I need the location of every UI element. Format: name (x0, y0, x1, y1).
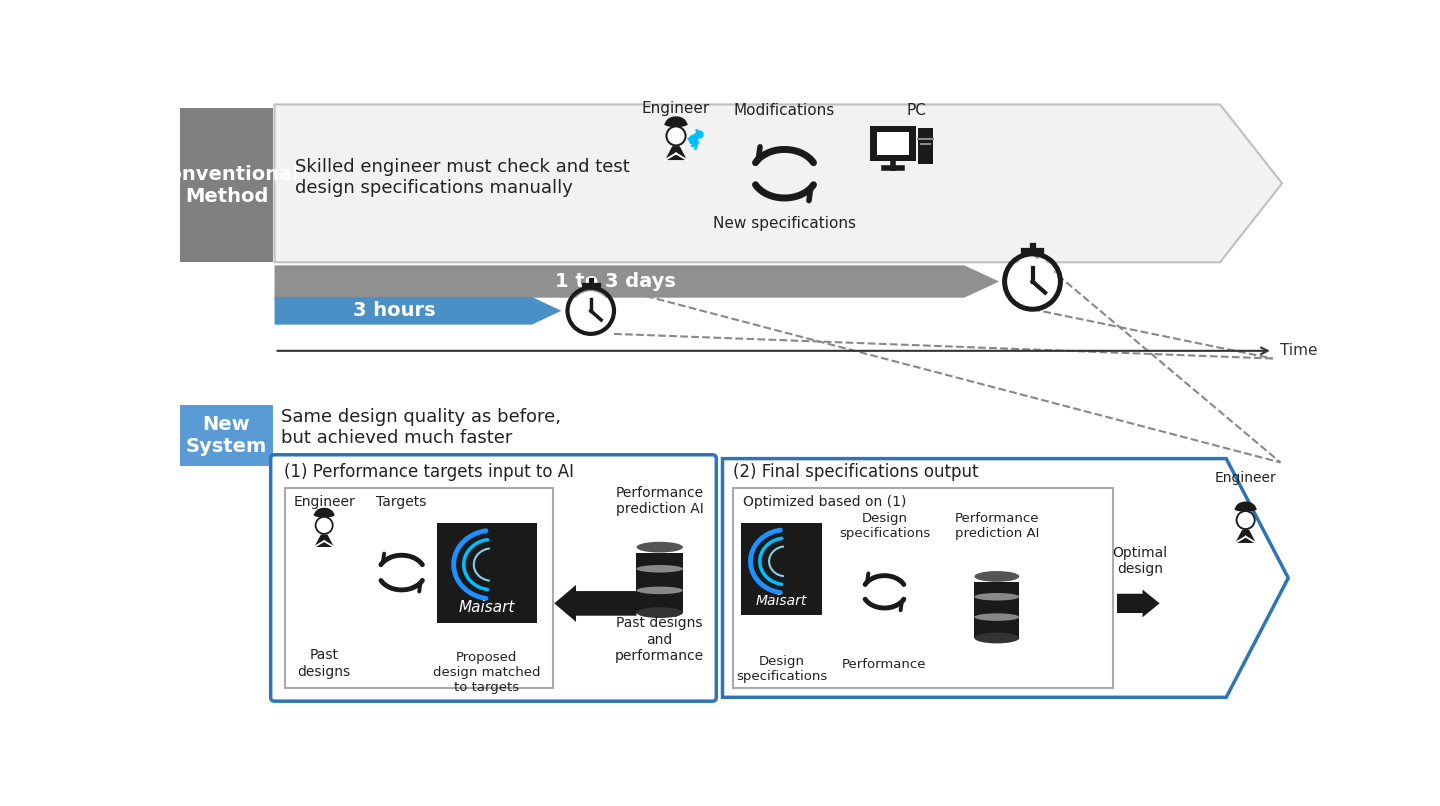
Circle shape (572, 291, 611, 330)
Text: Modifications: Modifications (734, 103, 835, 118)
Text: Performance
prediction AI: Performance prediction AI (616, 486, 704, 516)
Text: Past
designs: Past designs (298, 648, 351, 679)
Polygon shape (314, 534, 334, 547)
FancyBboxPatch shape (870, 126, 916, 161)
Text: Same design quality as before,
but achieved much faster: Same design quality as before, but achie… (281, 409, 560, 447)
Text: Time: Time (1280, 343, 1318, 359)
Polygon shape (723, 459, 1289, 697)
Text: Proposed
design matched
to targets: Proposed design matched to targets (433, 651, 540, 694)
Polygon shape (275, 297, 562, 325)
Ellipse shape (975, 633, 1020, 643)
Ellipse shape (636, 542, 683, 553)
Text: Engineer: Engineer (642, 101, 710, 116)
FancyBboxPatch shape (436, 522, 537, 622)
FancyBboxPatch shape (975, 582, 1020, 638)
Text: Design
specifications: Design specifications (840, 513, 930, 540)
Ellipse shape (314, 513, 334, 517)
Circle shape (315, 517, 333, 534)
Ellipse shape (636, 587, 683, 594)
Circle shape (1009, 258, 1056, 305)
Text: Conventional
Method: Conventional Method (154, 164, 300, 206)
Text: Maisart: Maisart (459, 600, 516, 615)
Text: Performance: Performance (842, 659, 927, 671)
FancyBboxPatch shape (917, 127, 933, 164)
Ellipse shape (664, 121, 688, 127)
Polygon shape (1236, 502, 1256, 509)
Text: Maisart: Maisart (756, 594, 808, 608)
FancyArrow shape (1117, 589, 1159, 617)
Text: Engineer: Engineer (294, 495, 356, 509)
Text: (2) Final specifications output: (2) Final specifications output (733, 463, 979, 481)
Text: Optimized based on (1): Optimized based on (1) (743, 495, 906, 509)
Polygon shape (1236, 530, 1256, 543)
FancyBboxPatch shape (285, 488, 553, 688)
Text: 3 hours: 3 hours (353, 301, 436, 320)
FancyBboxPatch shape (877, 132, 909, 156)
Polygon shape (315, 509, 334, 515)
FancyBboxPatch shape (180, 405, 274, 467)
FancyBboxPatch shape (636, 553, 683, 613)
Text: 1 to 3 days: 1 to 3 days (554, 272, 675, 291)
Text: Skilled engineer must check and test
design specifications manually: Skilled engineer must check and test des… (295, 158, 629, 197)
Ellipse shape (975, 593, 1020, 600)
Text: Past designs
and
performance: Past designs and performance (615, 617, 704, 663)
Circle shape (1237, 511, 1254, 529)
Polygon shape (665, 117, 687, 124)
Text: New specifications: New specifications (713, 216, 855, 231)
FancyBboxPatch shape (742, 522, 822, 615)
Text: (1) Performance targets input to AI: (1) Performance targets input to AI (284, 463, 575, 481)
Circle shape (667, 127, 685, 145)
FancyArrow shape (554, 585, 636, 622)
Polygon shape (275, 105, 1282, 262)
FancyBboxPatch shape (271, 455, 716, 701)
Text: Design
specifications: Design specifications (736, 654, 828, 683)
Text: Targets: Targets (376, 495, 426, 509)
FancyBboxPatch shape (733, 488, 1113, 688)
Ellipse shape (1234, 506, 1257, 512)
Ellipse shape (975, 613, 1020, 621)
Text: Performance
prediction AI: Performance prediction AI (955, 513, 1040, 540)
Text: Optimal
design: Optimal design (1113, 546, 1168, 576)
Text: New
System: New System (186, 415, 268, 456)
Ellipse shape (975, 571, 1020, 582)
Polygon shape (665, 146, 687, 160)
Polygon shape (275, 265, 999, 297)
FancyBboxPatch shape (180, 108, 274, 262)
Text: PC: PC (906, 103, 926, 118)
Ellipse shape (636, 565, 683, 572)
Text: Engineer: Engineer (1215, 471, 1276, 485)
Ellipse shape (636, 607, 683, 618)
